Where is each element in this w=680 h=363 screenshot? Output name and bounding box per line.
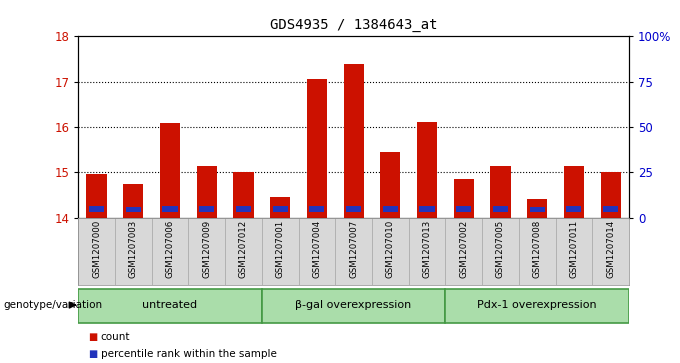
Bar	[270, 197, 290, 218]
Bar	[199, 207, 214, 212]
Bar	[89, 206, 104, 212]
Bar	[346, 206, 361, 212]
Text: count: count	[101, 332, 130, 342]
Bar	[86, 174, 107, 218]
Bar	[78, 218, 115, 285]
Bar	[493, 206, 508, 212]
Bar	[299, 218, 335, 285]
Text: ■: ■	[88, 332, 98, 342]
Text: untreated: untreated	[142, 300, 198, 310]
Bar	[163, 206, 177, 212]
Bar	[197, 166, 217, 218]
Bar	[456, 207, 471, 212]
Text: ■: ■	[88, 349, 98, 359]
Bar	[603, 206, 618, 212]
Text: GSM1207012: GSM1207012	[239, 220, 248, 278]
Text: GSM1207004: GSM1207004	[312, 220, 322, 278]
Text: GSM1207000: GSM1207000	[92, 220, 101, 278]
Bar	[454, 179, 474, 218]
Bar	[519, 218, 556, 285]
Text: GSM1207011: GSM1207011	[569, 220, 579, 278]
Bar	[600, 171, 621, 218]
Bar	[126, 207, 141, 212]
Bar	[262, 218, 299, 285]
Bar	[309, 206, 324, 212]
Text: GSM1207009: GSM1207009	[202, 220, 211, 278]
Bar	[273, 205, 288, 212]
Bar	[482, 218, 519, 285]
Bar	[445, 218, 482, 285]
Bar	[307, 79, 327, 218]
Bar	[383, 206, 398, 212]
Bar	[262, 289, 445, 323]
Text: GSM1207005: GSM1207005	[496, 220, 505, 278]
Bar	[236, 206, 251, 212]
Bar	[592, 218, 629, 285]
Bar	[527, 199, 547, 218]
Bar	[564, 166, 584, 218]
Text: genotype/variation: genotype/variation	[3, 300, 103, 310]
Bar	[490, 166, 511, 218]
Bar	[372, 218, 409, 285]
Bar	[445, 289, 629, 323]
Bar	[417, 122, 437, 218]
Text: β-gal overexpression: β-gal overexpression	[296, 300, 411, 310]
Bar	[556, 218, 592, 285]
Bar	[409, 218, 445, 285]
Bar	[420, 206, 435, 212]
Text: Pdx-1 overexpression: Pdx-1 overexpression	[477, 300, 597, 310]
Text: GSM1207013: GSM1207013	[422, 220, 432, 278]
Text: GSM1207014: GSM1207014	[606, 220, 615, 278]
Text: GSM1207006: GSM1207006	[165, 220, 175, 278]
Bar	[380, 152, 401, 218]
Bar	[343, 64, 364, 218]
Text: percentile rank within the sample: percentile rank within the sample	[101, 349, 277, 359]
Text: GSM1207007: GSM1207007	[349, 220, 358, 278]
Bar	[530, 207, 545, 212]
Bar	[123, 184, 143, 218]
Bar	[335, 218, 372, 285]
Text: GSM1207010: GSM1207010	[386, 220, 395, 278]
Text: GSM1207001: GSM1207001	[275, 220, 285, 278]
Bar	[188, 218, 225, 285]
Bar	[233, 171, 254, 218]
Bar	[78, 289, 262, 323]
Bar	[566, 206, 581, 212]
Bar	[225, 218, 262, 285]
Bar	[160, 123, 180, 218]
Text: GSM1207002: GSM1207002	[459, 220, 469, 278]
Title: GDS4935 / 1384643_at: GDS4935 / 1384643_at	[270, 19, 437, 33]
Bar	[152, 218, 188, 285]
Bar	[115, 218, 152, 285]
Text: GSM1207003: GSM1207003	[129, 220, 138, 278]
Text: GSM1207008: GSM1207008	[532, 220, 542, 278]
